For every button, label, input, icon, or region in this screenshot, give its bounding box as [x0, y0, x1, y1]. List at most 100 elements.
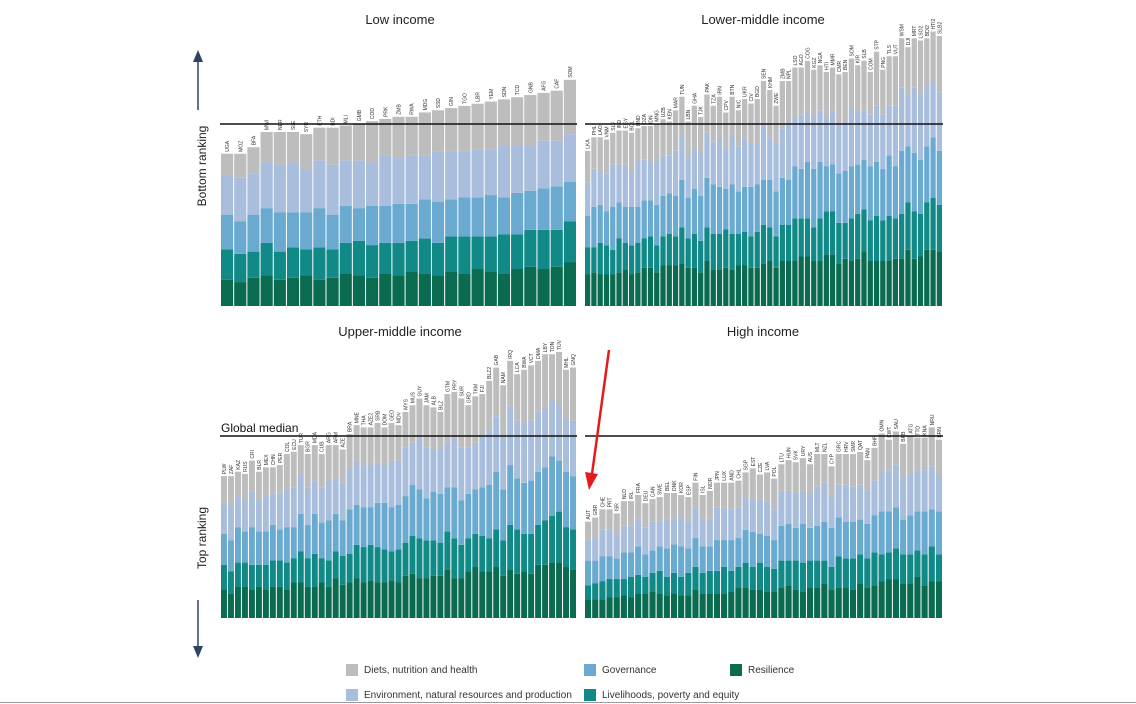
bar-segment-diets	[836, 74, 842, 126]
tick-label: ZAF	[229, 465, 235, 474]
bar-segment-diets	[430, 407, 437, 450]
bar-segment-diets	[924, 38, 930, 86]
bar-segment-livelihoods	[290, 558, 297, 583]
tick-label: PHL	[592, 125, 598, 135]
bar-segment-governance	[811, 168, 817, 228]
bar-segment-resilience	[773, 267, 779, 306]
bar-segment-environment	[804, 110, 811, 162]
bar-segment-livelihoods	[542, 520, 549, 565]
bar-segment-livelihoods	[823, 211, 829, 255]
bar-segment-resilience	[670, 593, 678, 618]
bar-segment-livelihoods	[835, 556, 842, 588]
tick-label: RWA	[410, 103, 416, 115]
tick-label: BLZ2	[487, 367, 493, 379]
tick-label: LBR	[476, 92, 482, 102]
legend-item-livelihoods: Livelihoods, poverty and equity	[584, 689, 739, 701]
bar-segment-environment	[613, 536, 620, 559]
bar-segment-governance	[486, 485, 493, 539]
bar-segment-resilience	[899, 258, 905, 306]
bar-segment-resilience	[241, 586, 248, 618]
bar-segment-livelihoods	[729, 234, 735, 270]
tick-label: CHN	[271, 454, 277, 465]
bar-segment-resilience	[867, 261, 873, 306]
bar-segment-governance	[785, 523, 792, 561]
bar-segment-governance	[742, 186, 748, 232]
bar-segment-environment	[749, 499, 756, 532]
tick-label: BTN	[730, 84, 736, 94]
bar-segment-diets	[346, 434, 353, 470]
bar-segment-governance	[431, 201, 445, 243]
bar-segment-governance	[716, 186, 723, 234]
bar-segment-diets	[622, 130, 628, 165]
bar-segment-diets	[878, 433, 885, 473]
tick-label: ZMB	[780, 68, 786, 79]
bar-segment-diets	[563, 79, 576, 135]
bar-segment-environment	[318, 487, 325, 523]
bar-segment-resilience	[585, 274, 591, 306]
bar-segment-livelihoods	[921, 554, 928, 586]
bar-segment-environment	[892, 464, 900, 508]
bar-segment-diets	[431, 110, 445, 152]
bar-segment-resilience	[234, 282, 247, 306]
bar-segment-environment	[798, 114, 804, 169]
bar-segment-environment	[311, 480, 318, 514]
bar-segment-resilience	[885, 579, 892, 618]
bar-segment-livelihoods	[221, 249, 234, 280]
annotation-arrow-head	[585, 472, 598, 490]
bar-segment-resilience	[269, 586, 276, 618]
tick-label: TON	[550, 341, 556, 352]
bar-segment-diets	[521, 369, 528, 423]
bar-segment-environment	[713, 507, 721, 541]
tick-label: BDI2	[925, 25, 931, 36]
bar-segment-environment	[905, 94, 911, 147]
bar-segment-resilience	[405, 271, 418, 306]
bar-segment-diets	[514, 374, 521, 421]
bar-segment-resilience	[930, 249, 936, 306]
bar-segment-governance	[479, 487, 486, 536]
bar-segment-livelihoods	[804, 218, 811, 257]
bar-segment-resilience	[666, 265, 672, 306]
bar-segment-diets	[785, 460, 792, 491]
bar-segment-resilience	[649, 591, 656, 618]
bar-segment-environment	[430, 449, 437, 492]
bar-segment-governance	[836, 173, 842, 223]
bar-segment-resilience	[458, 578, 465, 618]
bar-segment-governance	[735, 538, 742, 567]
tick-label: KGZ	[812, 57, 818, 67]
bar-segment-resilience	[886, 261, 892, 306]
bar-segment-diets	[798, 67, 804, 115]
bar-segment-governance	[585, 560, 592, 586]
bar-segment-environment	[535, 411, 542, 472]
bar-segment-governance	[647, 200, 654, 237]
bar-segment-diets	[735, 110, 742, 147]
bar-segment-resilience	[465, 571, 472, 618]
tick-label: KIR	[856, 55, 862, 64]
bar-segment-environment	[706, 519, 713, 547]
bar-segment-environment	[723, 148, 729, 189]
bar-segment-governance	[649, 550, 656, 573]
bar-segment-livelihoods	[616, 238, 622, 273]
tick-label: AGO	[799, 54, 805, 65]
bar-segment-environment	[585, 540, 592, 561]
bar-segment-governance	[670, 544, 678, 573]
bar-segment-governance	[472, 489, 479, 534]
bar-segment-resilience	[255, 586, 262, 618]
bar-segment-diets	[326, 127, 339, 165]
bar-segment-environment	[799, 490, 806, 524]
bar-segment-governance	[514, 478, 521, 530]
bar-segment-resilience	[613, 597, 620, 618]
tick-label: KEN	[667, 109, 673, 120]
bar-segment-diets	[921, 437, 928, 471]
bar-segment-resilience	[821, 583, 828, 618]
bar-segment-environment	[313, 160, 326, 209]
bar-segment-governance	[353, 504, 360, 545]
tick-label: LCA	[515, 362, 521, 372]
bar-segment-livelihoods	[679, 227, 685, 264]
bar-segment-resilience	[828, 589, 835, 618]
bar-segment-livelihoods	[374, 547, 381, 583]
bar-segment-resilience	[754, 267, 760, 306]
bar-segment-governance	[511, 192, 524, 235]
tick-label: GBR	[593, 504, 599, 515]
bar-segment-governance	[804, 162, 811, 219]
tick-label: MMR	[831, 53, 837, 65]
